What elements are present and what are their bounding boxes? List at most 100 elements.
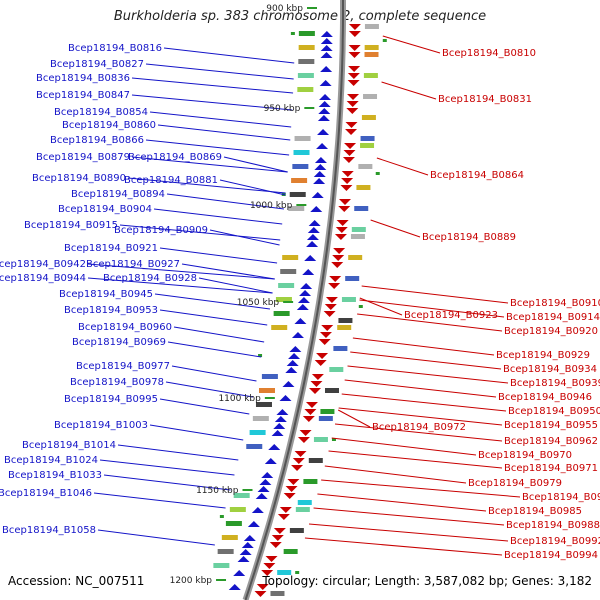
feature-block [337, 325, 352, 330]
left-strand-arrow [243, 535, 256, 541]
right-strand-arrow [347, 80, 360, 86]
feature-block [350, 234, 365, 239]
gene-leader-line [145, 63, 294, 80]
gene-label-right: Bcep18194_B0955 [504, 420, 598, 431]
gene-leader-line [103, 474, 231, 491]
gene-leader-line [331, 437, 477, 456]
gene-leader-line [337, 409, 371, 428]
left-strand-arrow [288, 353, 301, 359]
gene-label-left: Bcep18194_B0977 [76, 361, 170, 372]
feature-block [364, 24, 379, 29]
right-strand-arrow [297, 437, 310, 443]
right-strand-arrow [347, 94, 360, 100]
right-strand-arrow [319, 332, 332, 338]
gene-label-right: Bcep18194_B0988 [506, 520, 600, 531]
right-strand-arrow [302, 416, 315, 422]
gene-leader-line [347, 365, 509, 384]
right-strand-arrow [336, 220, 349, 226]
gene-label-left: Bcep18194_B0847 [36, 90, 130, 101]
left-strand-arrow [291, 332, 304, 338]
right-strand-arrow [279, 507, 292, 513]
gene-leader-line [131, 94, 293, 111]
gene-label-left: Bcep18194_B0860 [62, 120, 156, 131]
left-strand-arrow [319, 94, 332, 100]
right-strand-arrow [328, 283, 341, 289]
gene-label-right: Bcep18194_B0889 [422, 232, 516, 243]
gene-leader-line [209, 229, 280, 246]
gene-leader-line [382, 35, 441, 54]
right-strand-arrow [341, 178, 354, 184]
right-strand-arrow [291, 465, 304, 471]
gene-leader-line [361, 285, 509, 304]
gene-leader-line [317, 493, 487, 512]
left-strand-arrow [306, 234, 319, 240]
feature-block [320, 409, 335, 414]
left-strand-arrow [320, 45, 333, 51]
left-strand-arrow [286, 360, 299, 366]
left-strand-arrow [251, 507, 264, 513]
feature-block [318, 416, 333, 421]
left-strand-arrow [306, 241, 319, 247]
gene-label-left: Bcep18194_B0927 [86, 259, 180, 270]
gene-leader-line [198, 277, 273, 294]
right-strand-arrow [338, 206, 351, 212]
right-strand-arrow [256, 584, 269, 590]
feature-block [297, 73, 314, 78]
gene-leader-line [149, 424, 244, 441]
left-strand-arrow [313, 178, 326, 184]
gene-label-left: Bcep18194_B1058 [2, 525, 96, 536]
feature-block [358, 164, 373, 169]
gene-leader-line [328, 450, 503, 469]
marker-tick [219, 515, 224, 518]
feature-block [293, 150, 310, 155]
feature-block [280, 269, 297, 274]
marker-tick [290, 32, 295, 35]
gene-leader-line [167, 341, 262, 358]
gene-leader-line [127, 177, 286, 194]
left-strand-arrow [314, 164, 327, 170]
right-strand-arrow [311, 374, 324, 380]
gene-leader-line [153, 208, 283, 225]
right-strand-arrow [273, 528, 286, 534]
left-strand-arrow [233, 570, 246, 576]
gene-label-left: Bcep18194_B0928 [103, 273, 197, 284]
right-strand-arrow [334, 234, 347, 240]
gene-leader-line [87, 263, 275, 280]
scale-label: 1150 kbp [196, 486, 239, 496]
gene-label-left: Bcep18194_B0960 [78, 322, 172, 333]
right-strand-arrow [314, 360, 327, 366]
right-strand-arrow [346, 108, 359, 114]
right-strand-arrow [310, 381, 323, 387]
gene-leader-line [97, 529, 215, 546]
gene-label-left: Bcep18194_B0995 [64, 394, 158, 405]
gene-label-left: Bcep18194_B1024 [4, 455, 98, 466]
gene-leader-line [181, 263, 275, 280]
feature-block [338, 318, 353, 323]
right-strand-arrow [269, 542, 282, 548]
gene-leader-line [223, 156, 288, 173]
gene-label-right: Bcep18194_B0972 [372, 422, 466, 433]
gene-label-right: Bcep18194_B0929 [496, 350, 590, 361]
right-strand-arrow [285, 486, 298, 492]
gene-label-right: Bcep18194_B0992 [510, 536, 600, 547]
right-strand-arrow [340, 185, 353, 191]
right-strand-arrow [277, 514, 290, 520]
gene-label-left: Bcep18194_B0869 [128, 152, 222, 163]
gene-label-right: Bcep18194_B0934 [503, 364, 597, 375]
left-strand-arrow [304, 255, 317, 261]
gene-label-left: Bcep18194_B0866 [50, 135, 144, 146]
gene-label-right: Bcep18194_B0970 [478, 450, 572, 461]
gene-leader-line [344, 379, 497, 398]
right-strand-arrow [316, 353, 329, 359]
right-strand-arrow [283, 493, 296, 499]
right-strand-arrow [335, 227, 348, 233]
feature-block [308, 458, 323, 463]
right-strand-arrow [348, 52, 361, 58]
feature-block [292, 164, 309, 169]
gene-leader-line [370, 219, 421, 238]
feature-block [277, 570, 292, 575]
gene-leader-line [166, 193, 284, 210]
left-strand-arrow [300, 283, 313, 289]
feature-block [333, 346, 348, 351]
right-strand-arrow [321, 325, 334, 331]
